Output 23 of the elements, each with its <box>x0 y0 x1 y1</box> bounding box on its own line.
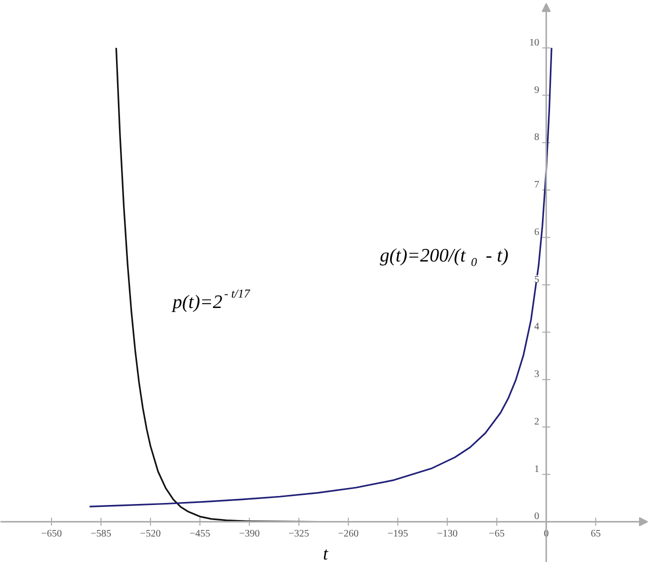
y-tick-label: 4 <box>534 322 540 333</box>
y-tick-label: 2 <box>534 416 540 428</box>
x-tick-label: −130 <box>436 528 458 540</box>
y-tick-label: 7 <box>534 180 540 191</box>
x-tick-label: −260 <box>338 528 359 540</box>
y-tick-label: 0 <box>534 511 540 522</box>
x-tick-label: −650 <box>41 528 62 540</box>
y-tick-label: 8 <box>534 132 540 144</box>
x-tick-label: −65 <box>488 528 505 540</box>
x-tick-label: −455 <box>190 528 210 540</box>
y-tick-label: 9 <box>534 84 540 96</box>
y-tick-label: 10 <box>529 37 540 48</box>
x-tick-label: −585 <box>90 528 112 540</box>
y-tick-label: 1 <box>534 464 540 475</box>
x-axis-title: t <box>323 544 329 562</box>
x-tick-label: −195 <box>387 528 408 540</box>
x-tick-label: 65 <box>590 528 601 540</box>
x-tick-label: −325 <box>288 528 310 540</box>
y-tick-label: 6 <box>534 226 540 238</box>
y-tick-label: 5 <box>534 274 540 286</box>
x-tick-label: −390 <box>239 528 260 540</box>
y-tick-label: 3 <box>534 369 540 380</box>
x-tick-label: −520 <box>140 528 161 540</box>
